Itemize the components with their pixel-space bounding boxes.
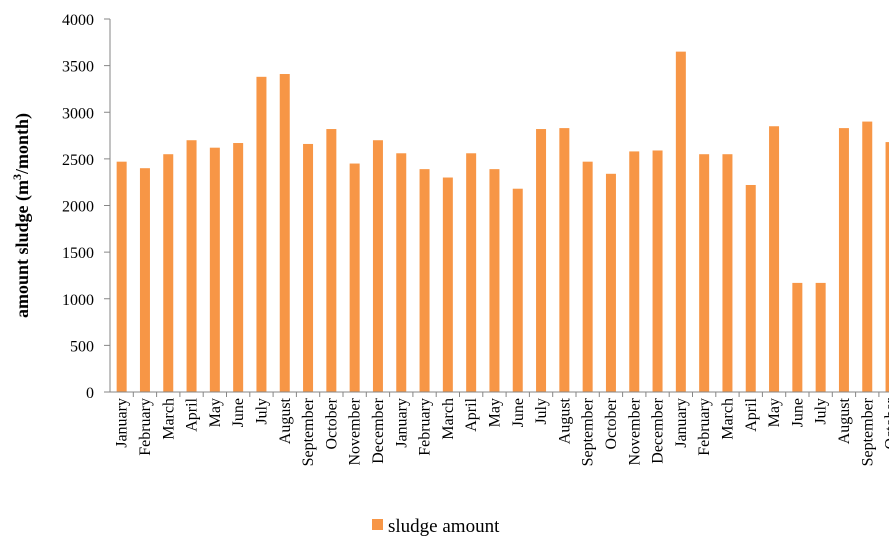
- x-tick-label: June: [230, 398, 247, 427]
- bar: [466, 153, 477, 392]
- legend: sludge amount: [372, 516, 500, 537]
- bar: [838, 128, 849, 393]
- y-tick-label: 500: [70, 338, 94, 355]
- bars-group: [116, 51, 889, 393]
- x-tick-label: June: [510, 398, 527, 427]
- legend-swatch: [372, 519, 383, 530]
- x-tick-label: October: [883, 397, 889, 449]
- y-ticks-group: 0 500 1000 1500 2000 2500 3000 3500 4000: [62, 12, 110, 402]
- x-tick-label: November: [626, 397, 643, 465]
- bar: [769, 126, 780, 393]
- bar: [279, 74, 290, 392]
- bar: [349, 163, 360, 392]
- bar: [582, 161, 593, 392]
- y-tick-label: 0: [86, 385, 94, 402]
- bar: [652, 150, 663, 392]
- y-axis-label-tail: /month): [12, 113, 33, 175]
- bar: [512, 188, 523, 392]
- y-tick-label: 2500: [62, 152, 94, 169]
- x-tick-label: February: [137, 398, 154, 456]
- x-tick-label: December: [650, 397, 667, 463]
- bar: [186, 140, 197, 392]
- bar: [372, 140, 383, 392]
- bar: [326, 129, 337, 392]
- x-tick-label: July: [813, 398, 830, 425]
- bar: [815, 282, 826, 392]
- bar: [699, 154, 710, 392]
- x-tick-label: July: [533, 398, 550, 425]
- bar: [303, 143, 314, 392]
- y-tick-label: 4000: [62, 12, 94, 29]
- bar: [722, 154, 733, 392]
- x-tick-label: May: [766, 398, 783, 427]
- bar: [139, 168, 150, 392]
- y-tick-label: 3000: [62, 105, 94, 122]
- x-tick-label: January: [114, 398, 131, 448]
- bar: [745, 184, 756, 392]
- bar: [396, 153, 407, 392]
- x-tick-label: May: [486, 398, 503, 427]
- bar: [862, 121, 873, 392]
- x-tick-label: May: [207, 398, 224, 427]
- bar: [163, 154, 174, 392]
- x-tick-label: June: [789, 398, 806, 427]
- x-tick-label: August: [277, 397, 294, 444]
- x-tick-label: September: [580, 397, 597, 466]
- x-tick-label: March: [160, 398, 177, 440]
- x-tick-label: October: [323, 397, 340, 449]
- y-tick-label: 3500: [62, 59, 94, 76]
- bar: [559, 128, 570, 393]
- y-tick-label: 1500: [62, 245, 94, 262]
- y-axis-label-superscript: 3: [10, 174, 24, 180]
- bar: [629, 151, 640, 392]
- bar: [605, 173, 616, 392]
- bar: [885, 142, 889, 392]
- bar: [536, 129, 547, 392]
- bar: [233, 143, 244, 392]
- x-tick-label: April: [743, 397, 760, 431]
- y-tick-label: 1000: [62, 292, 94, 309]
- x-tick-label: February: [417, 398, 434, 456]
- bar: [675, 51, 686, 392]
- x-tick-label: February: [696, 398, 713, 456]
- bar: [209, 147, 220, 392]
- x-tick-label: August: [556, 397, 573, 444]
- y-tick-label: 2000: [62, 199, 94, 216]
- x-tick-label: January: [673, 398, 690, 448]
- bar: [419, 169, 430, 392]
- x-tick-label: March: [440, 398, 457, 440]
- x-tick-label: October: [603, 397, 620, 449]
- bar: [489, 169, 500, 392]
- x-tick-label: July: [253, 398, 270, 425]
- x-tick-label: April: [184, 397, 201, 431]
- bar: [116, 161, 127, 392]
- bar: [256, 76, 267, 392]
- legend-label: sludge amount: [388, 516, 500, 537]
- x-tick-label: December: [370, 397, 387, 463]
- x-tick-label: August: [836, 397, 853, 444]
- x-tick-label: April: [463, 397, 480, 431]
- x-ticks-group: January February March April May June July Augu…: [114, 392, 889, 466]
- x-tick-label: September: [859, 397, 876, 466]
- y-axis-label: amount sludge (m3/month): [10, 113, 33, 318]
- x-tick-label: January: [393, 398, 410, 448]
- bar: [792, 282, 803, 392]
- x-tick-label: March: [719, 398, 736, 440]
- x-tick-label: November: [347, 397, 364, 465]
- bar: [442, 177, 453, 392]
- x-tick-label: September: [300, 397, 317, 466]
- y-axis-label-main: amount sludge (m: [12, 180, 33, 318]
